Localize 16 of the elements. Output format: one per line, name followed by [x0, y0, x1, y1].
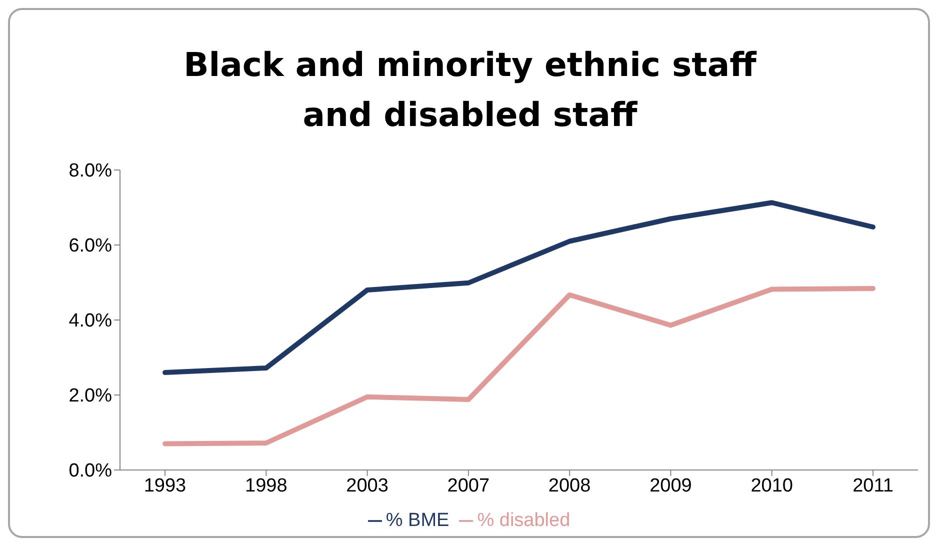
x-tick-label: 2003: [346, 475, 388, 496]
y-tick-label: 0.0%: [68, 460, 112, 482]
x-tick-label: 2011: [852, 475, 894, 496]
legend-label: % BME: [386, 510, 450, 531]
y-tick-label: 8.0%: [68, 160, 112, 182]
y-tick-label: 4.0%: [68, 310, 112, 332]
x-tick-label: 2009: [650, 475, 692, 496]
x-tick-label: 2008: [548, 475, 591, 496]
legend-label: % disabled: [477, 510, 570, 531]
x-tick-label: 1993: [144, 475, 186, 496]
x-tick-label: 2007: [447, 475, 490, 496]
y-tick-label: 6.0%: [68, 236, 112, 257]
x-tick-label: 1998: [245, 475, 288, 496]
chart-title: Black and minority ethnic staff and disabled staff: [182, 44, 758, 136]
y-tick-label: 2.0%: [68, 386, 112, 407]
x-tick-label: 2010: [750, 475, 793, 496]
